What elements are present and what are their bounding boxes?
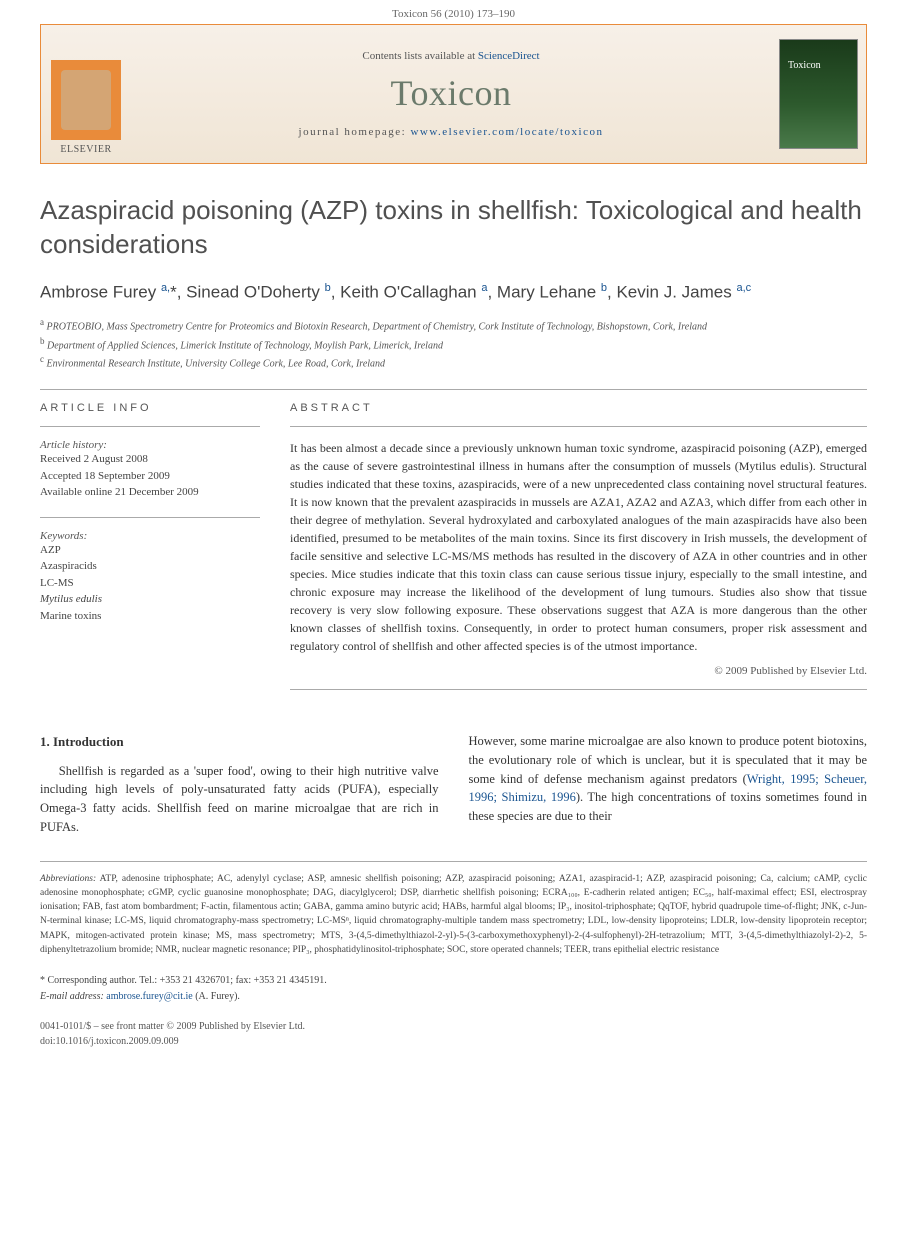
front-matter-line: 0041-0101/$ – see front matter © 2009 Pu… — [40, 1019, 867, 1034]
received-date: Received 2 August 2008 — [40, 451, 260, 468]
section-heading: 1. Introduction — [40, 732, 439, 752]
author-list: Ambrose Furey a,*, Sinead O'Doherty b, K… — [40, 282, 867, 303]
abstract-panel: ABSTRACT It has been almost a decade sin… — [290, 402, 867, 702]
journal-title: Toxicon — [391, 72, 512, 114]
abbrev-text: ATP, adenosine triphosphate; AC, adenyly… — [40, 874, 867, 955]
abstract-copyright: © 2009 Published by Elsevier Ltd. — [290, 665, 867, 677]
page-range: Toxicon 56 (2010) 173–190 — [392, 8, 515, 20]
publisher-name: ELSEVIER — [60, 144, 111, 155]
abstract-text: It has been almost a decade since a prev… — [290, 439, 867, 655]
column-left: 1. Introduction Shellfish is regarded as… — [40, 732, 439, 837]
keyword: Mytilus edulis — [40, 591, 260, 608]
affiliation-a: a PROTEOBIO, Mass Spectrometry Centre fo… — [40, 316, 867, 334]
keyword: AZP — [40, 542, 260, 559]
article-info-panel: ARTICLE INFO Article history: Received 2… — [40, 402, 260, 702]
divider — [40, 517, 260, 518]
divider — [290, 689, 867, 690]
column-right: However, some marine microalgae are also… — [469, 732, 868, 837]
banner-center: Contents lists available at ScienceDirec… — [131, 25, 771, 163]
keyword: Azaspiracids — [40, 558, 260, 575]
affiliation-b: b Department of Applied Sciences, Limeri… — [40, 335, 867, 353]
affiliations: a PROTEOBIO, Mass Spectrometry Centre fo… — [40, 316, 867, 371]
keywords-label: Keywords: — [40, 530, 260, 542]
article-info-heading: ARTICLE INFO — [40, 402, 260, 414]
history-label: Article history: — [40, 439, 260, 451]
history-block: Article history: Received 2 August 2008 … — [40, 439, 260, 501]
cover-thumb-wrap — [771, 25, 866, 163]
online-date: Available online 21 December 2009 — [40, 484, 260, 501]
doi-line: doi:10.1016/j.toxicon.2009.09.009 — [40, 1034, 867, 1049]
journal-banner: ELSEVIER Contents lists available at Sci… — [40, 24, 867, 164]
keyword: LC-MS — [40, 575, 260, 592]
article-title: Azaspiracid poisoning (AZP) toxins in sh… — [40, 194, 867, 262]
contents-available-line: Contents lists available at ScienceDirec… — [362, 50, 539, 62]
elsevier-tree-icon — [51, 60, 121, 140]
homepage-line: journal homepage: www.elsevier.com/locat… — [299, 126, 604, 138]
keywords-block: Keywords: AZP Azaspiracids LC-MS Mytilus… — [40, 530, 260, 625]
abbrev-label: Abbreviations: — [40, 874, 96, 884]
divider — [40, 426, 260, 427]
page-header: Toxicon 56 (2010) 173–190 — [0, 0, 907, 24]
keyword: Marine toxins — [40, 608, 260, 625]
divider — [290, 426, 867, 427]
corresponding-author: * Corresponding author. Tel.: +353 21 43… — [40, 973, 867, 1005]
article-body: Azaspiracid poisoning (AZP) toxins in sh… — [0, 194, 907, 1049]
email-link[interactable]: ambrose.furey@cit.ie — [106, 991, 192, 1002]
corresp-line: * Corresponding author. Tel.: +353 21 43… — [40, 973, 867, 989]
two-column-body: 1. Introduction Shellfish is regarded as… — [40, 732, 867, 837]
abstract-heading: ABSTRACT — [290, 402, 867, 414]
affiliation-c: c Environmental Research Institute, Univ… — [40, 353, 867, 371]
sciencedirect-link[interactable]: ScienceDirect — [478, 50, 540, 62]
body-paragraph: Shellfish is regarded as a 'super food',… — [40, 762, 439, 837]
info-abstract-row: ARTICLE INFO Article history: Received 2… — [40, 402, 867, 702]
journal-homepage-link[interactable]: www.elsevier.com/locate/toxicon — [410, 126, 603, 138]
publisher-block: ELSEVIER — [41, 25, 131, 163]
accepted-date: Accepted 18 September 2009 — [40, 468, 260, 485]
corresp-email-line: E-mail address: ambrose.furey@cit.ie (A.… — [40, 989, 867, 1005]
journal-cover-thumbnail — [779, 39, 858, 149]
divider — [40, 389, 867, 390]
body-paragraph: However, some marine microalgae are also… — [469, 732, 868, 826]
footer-meta: 0041-0101/$ – see front matter © 2009 Pu… — [40, 1019, 867, 1049]
abbreviations-footnote: Abbreviations: ATP, adenosine triphospha… — [40, 861, 867, 958]
